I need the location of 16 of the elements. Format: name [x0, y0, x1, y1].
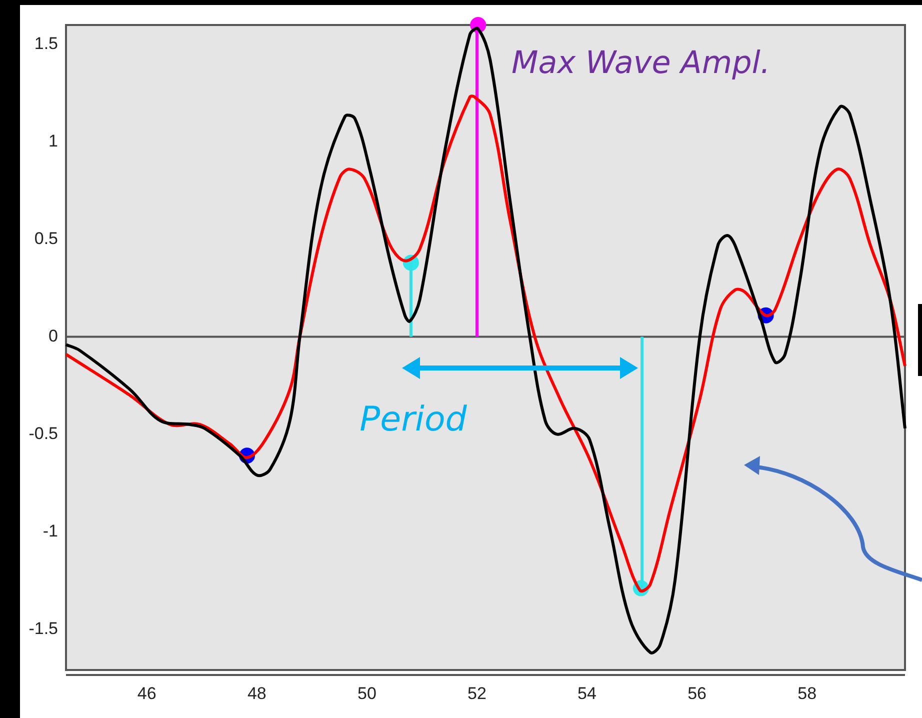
y-tick-label: 1.5 — [34, 34, 58, 54]
x-tick-label: 58 — [798, 684, 817, 703]
x-tick-label: 50 — [357, 684, 376, 703]
x-tick-label: 56 — [688, 684, 706, 703]
y-tick-label: -0.5 — [28, 424, 58, 443]
annotation: Max Wave Ampl. — [512, 45, 770, 82]
x-tick-label: 52 — [468, 684, 486, 703]
annotation: Period — [360, 400, 468, 440]
x-tick-label: 46 — [137, 684, 156, 703]
y-tick-label: 0.5 — [34, 229, 58, 248]
y-tick-label: -1.5 — [28, 618, 58, 638]
x-tick-label: 54 — [578, 684, 596, 703]
x-tick-label: 48 — [247, 684, 266, 703]
y-tick-label: -1 — [42, 521, 58, 540]
y-tick-label: 1 — [48, 132, 58, 151]
y-tick-label: 0 — [48, 326, 58, 346]
